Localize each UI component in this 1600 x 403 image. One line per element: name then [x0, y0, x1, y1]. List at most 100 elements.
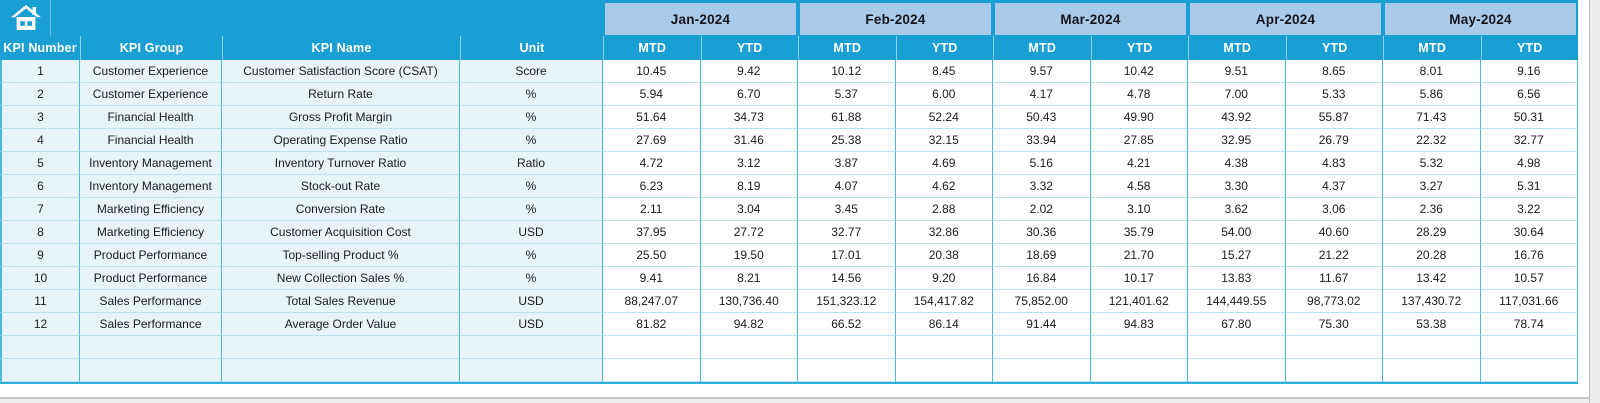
cell-value[interactable]: 52.24: [895, 106, 993, 129]
col-header-kpi-group[interactable]: KPI Group: [80, 36, 222, 60]
cell-value[interactable]: 8.19: [700, 175, 798, 198]
col-header-mar-2024-mtd[interactable]: MTD: [993, 36, 1091, 60]
cell-value[interactable]: 4.21: [1090, 152, 1188, 175]
cell-kpi-name[interactable]: Top-selling Product %: [222, 244, 460, 267]
cell-kpi-name[interactable]: Customer Acquisition Cost: [222, 221, 460, 244]
cell-value[interactable]: 20.28: [1383, 244, 1481, 267]
empty-cell[interactable]: [993, 359, 1091, 382]
cell-value[interactable]: 88,247.07: [603, 290, 701, 313]
cell-value[interactable]: 51.64: [603, 106, 701, 129]
cell-unit[interactable]: USD: [460, 290, 603, 313]
cell-kpi-group[interactable]: Inventory Management: [80, 175, 222, 198]
cell-value[interactable]: 67.80: [1188, 313, 1286, 336]
cell-value[interactable]: 91.44: [993, 313, 1091, 336]
cell-value[interactable]: 7.00: [1188, 83, 1286, 106]
cell-value[interactable]: 6.56: [1480, 83, 1578, 106]
cell-value[interactable]: 25.50: [603, 244, 701, 267]
cell-value[interactable]: 81.82: [603, 313, 701, 336]
empty-cell[interactable]: [460, 336, 603, 359]
cell-kpi-number[interactable]: 9: [0, 244, 80, 267]
month-header-jan-2024[interactable]: Jan-2024: [603, 0, 798, 36]
cell-value[interactable]: 66.52: [798, 313, 896, 336]
col-header-may-2024-mtd[interactable]: MTD: [1383, 36, 1481, 60]
cell-value[interactable]: 21.70: [1090, 244, 1188, 267]
cell-value[interactable]: 3.87: [798, 152, 896, 175]
cell-kpi-number[interactable]: 4: [0, 129, 80, 152]
empty-cell[interactable]: [1188, 336, 1286, 359]
cell-value[interactable]: 32.77: [1480, 129, 1578, 152]
cell-unit[interactable]: USD: [460, 313, 603, 336]
cell-value[interactable]: 2.02: [993, 198, 1091, 221]
cell-value[interactable]: 78.74: [1480, 313, 1578, 336]
cell-value[interactable]: 130,736.40: [700, 290, 798, 313]
cell-value[interactable]: 2.11: [603, 198, 701, 221]
cell-kpi-name[interactable]: Return Rate: [222, 83, 460, 106]
cell-value[interactable]: 9.20: [895, 267, 993, 290]
cell-value[interactable]: 75,852.00: [993, 290, 1091, 313]
empty-cell[interactable]: [1383, 336, 1481, 359]
cell-kpi-group[interactable]: Financial Health: [80, 106, 222, 129]
cell-value[interactable]: 3.30: [1188, 175, 1286, 198]
cell-value[interactable]: 49.90: [1090, 106, 1188, 129]
empty-cell[interactable]: [1090, 359, 1188, 382]
cell-value[interactable]: 9.41: [603, 267, 701, 290]
col-header-apr-2024-mtd[interactable]: MTD: [1188, 36, 1286, 60]
empty-cell[interactable]: [700, 359, 798, 382]
cell-kpi-number[interactable]: 5: [0, 152, 80, 175]
cell-value[interactable]: 98,773.02: [1285, 290, 1383, 313]
cell-value[interactable]: 10.12: [798, 60, 896, 83]
empty-cell[interactable]: [80, 336, 222, 359]
cell-value[interactable]: 28.29: [1383, 221, 1481, 244]
month-header-mar-2024[interactable]: Mar-2024: [993, 0, 1188, 36]
col-header-mar-2024-ytd[interactable]: YTD: [1090, 36, 1188, 60]
month-header-apr-2024[interactable]: Apr-2024: [1188, 0, 1383, 36]
cell-value[interactable]: 3.45: [798, 198, 896, 221]
col-header-apr-2024-ytd[interactable]: YTD: [1285, 36, 1383, 60]
cell-value[interactable]: 8.21: [700, 267, 798, 290]
empty-cell[interactable]: [1090, 336, 1188, 359]
cell-kpi-name[interactable]: Stock-out Rate: [222, 175, 460, 198]
empty-cell[interactable]: [993, 336, 1091, 359]
empty-cell[interactable]: [895, 336, 993, 359]
cell-value[interactable]: 2.36: [1383, 198, 1481, 221]
cell-value[interactable]: 33.94: [993, 129, 1091, 152]
cell-value[interactable]: 71.43: [1383, 106, 1481, 129]
cell-unit[interactable]: %: [460, 267, 603, 290]
cell-value[interactable]: 20.38: [895, 244, 993, 267]
cell-kpi-number[interactable]: 1: [0, 60, 80, 83]
cell-value[interactable]: 16.76: [1480, 244, 1578, 267]
cell-unit[interactable]: %: [460, 83, 603, 106]
cell-value[interactable]: 144,449.55: [1188, 290, 1286, 313]
cell-value[interactable]: 86.14: [895, 313, 993, 336]
col-header-kpi-name[interactable]: KPI Name: [222, 36, 460, 60]
empty-cell[interactable]: [460, 359, 603, 382]
cell-kpi-name[interactable]: Inventory Turnover Ratio: [222, 152, 460, 175]
cell-value[interactable]: 32.95: [1188, 129, 1286, 152]
cell-kpi-group[interactable]: Product Performance: [80, 267, 222, 290]
month-header-feb-2024[interactable]: Feb-2024: [798, 0, 993, 36]
cell-value[interactable]: 22.32: [1383, 129, 1481, 152]
col-header-jan-2024-ytd[interactable]: YTD: [700, 36, 798, 60]
empty-cell[interactable]: [603, 336, 701, 359]
cell-value[interactable]: 19.50: [700, 244, 798, 267]
cell-value[interactable]: 13.83: [1188, 267, 1286, 290]
cell-value[interactable]: 4.62: [895, 175, 993, 198]
empty-cell[interactable]: [222, 336, 460, 359]
cell-value[interactable]: 21.22: [1285, 244, 1383, 267]
cell-value[interactable]: 5.16: [993, 152, 1091, 175]
cell-value[interactable]: 9.16: [1480, 60, 1578, 83]
cell-unit[interactable]: Ratio: [460, 152, 603, 175]
empty-cell[interactable]: [1188, 359, 1286, 382]
cell-kpi-group[interactable]: Marketing Efficiency: [80, 198, 222, 221]
empty-cell[interactable]: [1383, 359, 1481, 382]
cell-value[interactable]: 5.94: [603, 83, 701, 106]
cell-value[interactable]: 27.85: [1090, 129, 1188, 152]
cell-value[interactable]: 30.64: [1480, 221, 1578, 244]
cell-value[interactable]: 54.00: [1188, 221, 1286, 244]
cell-kpi-name[interactable]: Conversion Rate: [222, 198, 460, 221]
cell-value[interactable]: 2.88: [895, 198, 993, 221]
cell-value[interactable]: 14.56: [798, 267, 896, 290]
cell-value[interactable]: 5.31: [1480, 175, 1578, 198]
cell-unit[interactable]: USD: [460, 221, 603, 244]
cell-value[interactable]: 32.77: [798, 221, 896, 244]
